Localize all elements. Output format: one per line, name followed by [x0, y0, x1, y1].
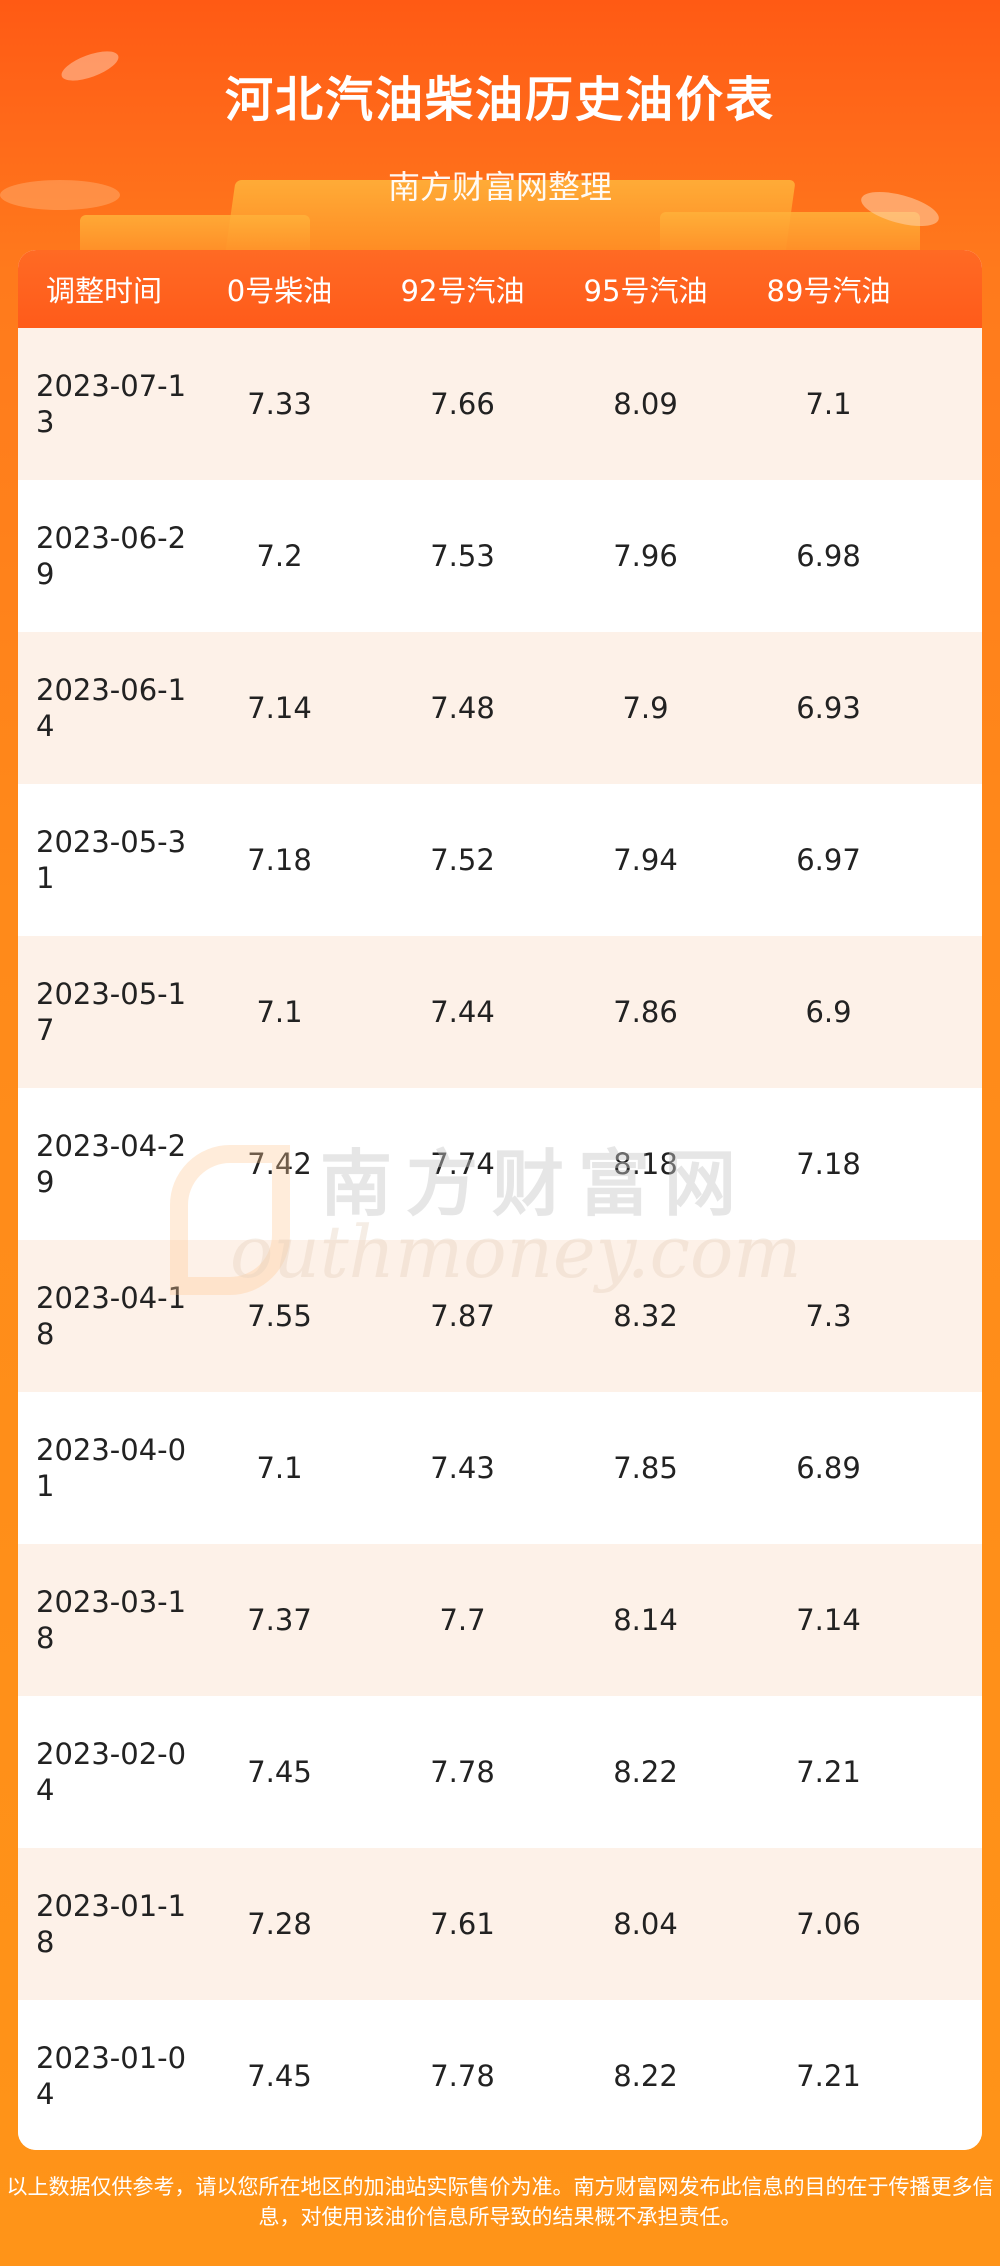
cell-date: 2023-01-18: [36, 1889, 187, 1959]
cell-gasoline-89: 6.89: [796, 1451, 861, 1485]
cell-date: 2023-05-17: [36, 977, 187, 1047]
table-row: 2023-06-29 7.2 7.53 7.96 6.98: [18, 480, 982, 632]
cell-diesel-0: 7.45: [247, 2059, 312, 2093]
cell-gasoline-92: 7.78: [430, 2059, 495, 2093]
price-table: 调整时间 0号柴油 92号汽油 95号汽油 89号汽油 2023-07-13 7…: [18, 250, 982, 2150]
cell-gasoline-92: 7.43: [430, 1451, 495, 1485]
cell-gasoline-89: 6.97: [796, 843, 861, 877]
cell-diesel-0: 7.33: [247, 387, 312, 421]
column-header-gasoline-89: 89号汽油: [766, 274, 891, 308]
cell-date: 2023-02-04: [36, 1737, 187, 1807]
cell-diesel-0: 7.1: [256, 1451, 303, 1485]
table-row: 2023-01-18 7.28 7.61 8.04 7.06: [18, 1848, 982, 2000]
cell-diesel-0: 7.42: [247, 1147, 312, 1181]
cell-gasoline-95: 7.85: [613, 1451, 678, 1485]
column-header-gasoline-92: 92号汽油: [400, 274, 525, 308]
cell-date: 2023-04-01: [36, 1433, 187, 1503]
table-row: 2023-05-31 7.18 7.52 7.94 6.97: [18, 784, 982, 936]
cell-gasoline-89: 7.3: [805, 1299, 852, 1333]
cell-gasoline-89: 7.14: [796, 1603, 861, 1637]
cell-gasoline-95: 7.9: [622, 691, 669, 725]
cell-gasoline-89: 7.21: [796, 2059, 861, 2093]
table-header: 调整时间 0号柴油 92号汽油 95号汽油 89号汽油: [18, 250, 982, 328]
cell-gasoline-95: 8.22: [613, 2059, 678, 2093]
cell-gasoline-89: 6.93: [796, 691, 861, 725]
cell-date: 2023-06-14: [36, 673, 187, 743]
cell-gasoline-92: 7.61: [430, 1907, 495, 1941]
table-row: 2023-04-29 7.42 7.74 8.18 7.18: [18, 1088, 982, 1240]
page-header: 河北汽油柴油历史油价表 南方财富网整理: [0, 0, 1000, 260]
cell-diesel-0: 7.14: [247, 691, 312, 725]
cell-gasoline-89: 7.21: [796, 1755, 861, 1789]
cell-gasoline-95: 7.96: [613, 539, 678, 573]
cell-diesel-0: 7.37: [247, 1603, 312, 1637]
decor-shape: [0, 180, 120, 210]
cell-gasoline-89: 6.98: [796, 539, 861, 573]
cell-gasoline-92: 7.48: [430, 691, 495, 725]
column-header-date: 调整时间: [46, 274, 163, 308]
table-row: 2023-01-04 7.45 7.78 8.22 7.21: [18, 2000, 982, 2150]
cell-gasoline-92: 7.44: [430, 995, 495, 1029]
cell-diesel-0: 7.45: [247, 1755, 312, 1789]
cell-gasoline-95: 8.22: [613, 1755, 678, 1789]
page-subtitle: 南方财富网整理: [387, 168, 612, 206]
cell-gasoline-92: 7.53: [430, 539, 495, 573]
cell-gasoline-92: 7.74: [430, 1147, 495, 1181]
cell-gasoline-92: 7.7: [439, 1603, 486, 1637]
cell-date: 2023-06-29: [36, 521, 187, 591]
cell-gasoline-92: 7.52: [430, 843, 495, 877]
table-row: 2023-06-14 7.14 7.48 7.9 6.93: [18, 632, 982, 784]
cell-gasoline-95: 8.09: [613, 387, 678, 421]
cell-gasoline-95: 8.04: [613, 1907, 678, 1941]
cell-diesel-0: 7.18: [247, 843, 312, 877]
column-header-diesel-0: 0号柴油: [226, 274, 333, 308]
cell-diesel-0: 7.55: [247, 1299, 312, 1333]
cell-gasoline-95: 8.18: [613, 1147, 678, 1181]
table-row: 2023-05-17 7.1 7.44 7.86 6.9: [18, 936, 982, 1088]
cell-date: 2023-07-13: [36, 369, 187, 439]
column-header-gasoline-95: 95号汽油: [583, 274, 708, 308]
cell-gasoline-89: 7.1: [805, 387, 852, 421]
cell-gasoline-92: 7.87: [430, 1299, 495, 1333]
cell-date: 2023-01-04: [36, 2041, 187, 2111]
cell-date: 2023-04-29: [36, 1129, 187, 1199]
cell-gasoline-89: 6.9: [805, 995, 852, 1029]
table-row: 2023-03-18 7.37 7.7 8.14 7.14: [18, 1544, 982, 1696]
table-row: 2023-02-04 7.45 7.78 8.22 7.21: [18, 1696, 982, 1848]
cell-gasoline-92: 7.66: [430, 387, 495, 421]
cell-date: 2023-05-31: [36, 825, 187, 895]
cell-date: 2023-04-18: [36, 1281, 187, 1351]
cell-gasoline-95: 8.32: [613, 1299, 678, 1333]
cell-diesel-0: 7.2: [256, 539, 303, 573]
cell-date: 2023-03-18: [36, 1585, 187, 1655]
cell-gasoline-92: 7.78: [430, 1755, 495, 1789]
cell-diesel-0: 7.28: [247, 1907, 312, 1941]
table-body: 2023-07-13 7.33 7.66 8.09 7.1 2023-06-29…: [18, 328, 982, 2150]
cell-gasoline-95: 8.14: [613, 1603, 678, 1637]
page-title: 河北汽油柴油历史油价表: [224, 72, 775, 128]
cell-gasoline-95: 7.86: [613, 995, 678, 1029]
cell-diesel-0: 7.1: [256, 995, 303, 1029]
table-row: 2023-07-13 7.33 7.66 8.09 7.1: [18, 328, 982, 480]
table-row: 2023-04-01 7.1 7.43 7.85 6.89: [18, 1392, 982, 1544]
cell-gasoline-89: 7.06: [796, 1907, 861, 1941]
table-row: 2023-04-18 7.55 7.87 8.32 7.3: [18, 1240, 982, 1392]
cell-gasoline-95: 7.94: [613, 843, 678, 877]
disclaimer: 以上数据仅供参考，请以您所在地区的加油站实际售价为准。南方财富网发布此信息的目的…: [6, 2175, 994, 2229]
cell-gasoline-89: 7.18: [796, 1147, 861, 1181]
